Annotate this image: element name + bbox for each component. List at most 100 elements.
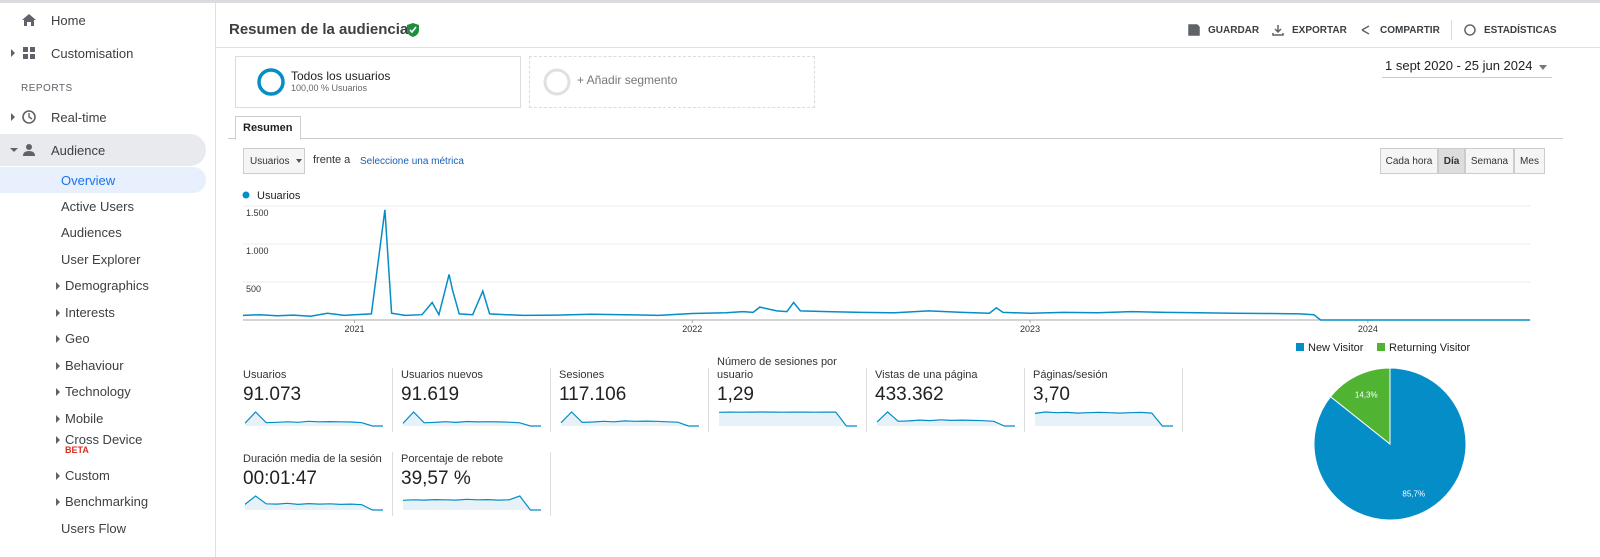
granularity-button[interactable]: Cada hora bbox=[1380, 148, 1438, 174]
caret bbox=[56, 335, 60, 343]
sparkline-line bbox=[718, 411, 857, 427]
segment-card[interactable]: Todos los usuarios 100,00 % Usuarios bbox=[235, 56, 521, 108]
legend-label: Usuarios bbox=[257, 190, 301, 202]
pie-label: 14,3% bbox=[1355, 391, 1378, 400]
section-label: REPORTS bbox=[21, 83, 73, 94]
pie-slice bbox=[1329, 367, 1391, 446]
metric-divider bbox=[550, 368, 551, 432]
sparkline bbox=[402, 495, 541, 511]
nav-item[interactable]: Home bbox=[51, 13, 86, 28]
action-icon bbox=[1272, 25, 1284, 36]
icon-shape bbox=[1464, 24, 1476, 36]
metric-label: Porcentaje de rebote bbox=[401, 453, 504, 465]
metric-card: Sesiones 117.106 bbox=[559, 352, 701, 433]
top-border bbox=[0, 0, 1600, 3]
nav-item[interactable]: Customisation bbox=[51, 46, 134, 61]
select-metric[interactable]: Seleccione una métrica bbox=[360, 156, 464, 167]
sparkline bbox=[1034, 411, 1173, 427]
action-button[interactable]: COMPARTIR bbox=[1380, 25, 1440, 36]
nav-subitem[interactable]: Custom bbox=[65, 468, 110, 483]
nav-subitem[interactable]: Users Flow bbox=[61, 521, 127, 536]
caret bbox=[56, 472, 60, 480]
legend-dot bbox=[242, 191, 250, 199]
x-tick-label: 2021 bbox=[344, 324, 364, 334]
legend-label: Returning Visitor bbox=[1389, 342, 1470, 354]
nav-subitem[interactable]: Behaviour bbox=[65, 358, 124, 373]
sidebar: Home Customisation REPORTS Real-time Aud… bbox=[0, 3, 216, 557]
metric-divider bbox=[708, 368, 709, 432]
granularity-button[interactable]: Día bbox=[1438, 148, 1465, 174]
sparkline-area bbox=[245, 412, 383, 426]
metric-divider bbox=[392, 452, 393, 516]
metric-divider bbox=[866, 368, 867, 432]
tab[interactable]: Resumen bbox=[235, 116, 301, 140]
metric-value: 39,57 % bbox=[401, 468, 471, 489]
sparkline-area bbox=[877, 412, 1015, 426]
sparkline bbox=[244, 495, 383, 511]
metric-value: 117.106 bbox=[559, 384, 627, 405]
action-icon bbox=[1464, 24, 1476, 36]
nav-subitem[interactable]: Benchmarking bbox=[65, 494, 149, 509]
add-segment[interactable]: + Añadir segmento bbox=[529, 56, 815, 108]
sparkline bbox=[244, 411, 383, 427]
x-tick-label: 2022 bbox=[682, 324, 702, 334]
nav-subitem[interactable]: Technology bbox=[65, 384, 131, 399]
metric-card: Usuarios 91.073 bbox=[243, 352, 385, 433]
nav-item[interactable]: Real-time bbox=[51, 110, 107, 125]
caret bbox=[56, 498, 60, 506]
date-range[interactable]: 1 sept 2020 - 25 jun 2024 bbox=[1382, 58, 1553, 78]
caret bbox=[56, 415, 60, 423]
sparkline-line bbox=[244, 495, 383, 511]
segment-ring bbox=[257, 68, 285, 96]
caret bbox=[11, 113, 15, 121]
custom-icon bbox=[23, 47, 35, 59]
add-segment-label: + Añadir segmento bbox=[577, 73, 678, 87]
nav-selected-bg bbox=[0, 167, 206, 193]
sparkline bbox=[876, 411, 1015, 427]
x-tick-label: 2023 bbox=[1020, 324, 1040, 334]
nav-subitem[interactable]: Interests bbox=[65, 305, 115, 320]
metric-value: 1,29 bbox=[717, 384, 754, 405]
sparkline-area bbox=[403, 496, 541, 510]
sparkline-area bbox=[561, 412, 699, 426]
tab-rule bbox=[228, 138, 1563, 139]
divider bbox=[1451, 20, 1452, 40]
icon-shape bbox=[1188, 24, 1200, 36]
metric-divider bbox=[550, 452, 551, 516]
granularity-button[interactable]: Mes bbox=[1514, 148, 1545, 174]
nav-subitem[interactable]: Cross Device bbox=[65, 432, 143, 447]
beta-badge: BETA bbox=[65, 445, 89, 455]
segment-detail: 100,00 % Usuarios bbox=[291, 83, 368, 93]
action-icon bbox=[1361, 25, 1370, 35]
versus-label: frente a bbox=[313, 154, 351, 166]
nav-item[interactable]: Audience bbox=[51, 143, 106, 158]
metric-value: 00:01:47 bbox=[243, 468, 317, 489]
segment-name: Todos los usuarios bbox=[291, 69, 391, 83]
dropdown-caret bbox=[296, 159, 302, 163]
action-button[interactable]: GUARDAR bbox=[1208, 25, 1260, 36]
sparkline-area bbox=[245, 496, 383, 510]
metric-value: 91.073 bbox=[243, 384, 302, 405]
nav-subitem[interactable]: User Explorer bbox=[61, 252, 141, 267]
y-tick-label: 1.500 bbox=[246, 208, 269, 218]
sparkline-area bbox=[403, 412, 541, 426]
granularity-button[interactable]: Semana bbox=[1465, 148, 1514, 174]
verified-icon bbox=[407, 23, 419, 37]
action-button[interactable]: ESTADÍSTICAS bbox=[1484, 25, 1557, 36]
nav-subitem[interactable]: Audiences bbox=[61, 225, 122, 240]
sparkline-line bbox=[402, 495, 541, 511]
metric-card: Porcentaje de rebote 39,57 % bbox=[401, 436, 543, 517]
nav-subitem[interactable]: Active Users bbox=[61, 199, 134, 214]
metric-card: Vistas de una página 433.362 bbox=[875, 352, 1017, 433]
sparkline-line bbox=[244, 411, 383, 427]
nav-subitem[interactable]: Overview bbox=[61, 173, 116, 188]
caret bbox=[56, 282, 60, 290]
action-button[interactable]: EXPORTAR bbox=[1292, 25, 1347, 36]
metric-card: Número de sesiones por usuario 1,29 bbox=[717, 352, 859, 433]
caret bbox=[56, 436, 60, 444]
nav-subitem[interactable]: Geo bbox=[65, 331, 90, 346]
series-line bbox=[242, 209, 1530, 321]
nav-subitem[interactable]: Demographics bbox=[65, 278, 149, 293]
nav-subitem[interactable]: Mobile bbox=[65, 411, 104, 426]
metric-dropdown[interactable]: Usuarios bbox=[243, 148, 305, 174]
